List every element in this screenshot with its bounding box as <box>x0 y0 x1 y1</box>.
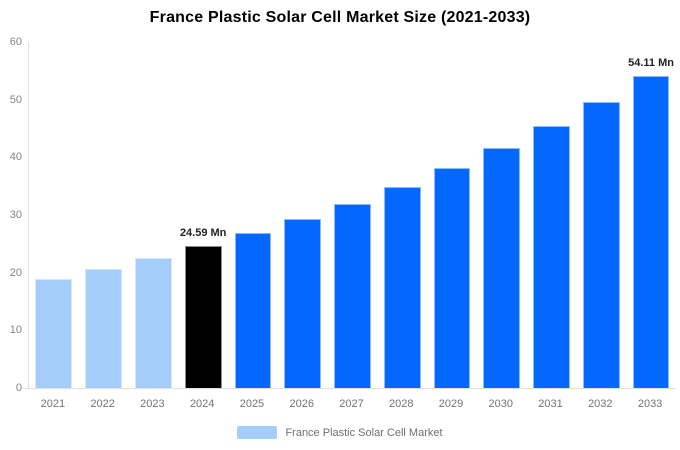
bar-band-2027 <box>328 42 378 388</box>
bar-band-2024: 24.59 Mn <box>178 42 228 388</box>
x-label-2023: 2023 <box>140 398 165 410</box>
bar-2023[interactable] <box>135 258 172 388</box>
x-label-2029: 2029 <box>438 398 464 410</box>
bar-value-label-2033: 54.11 Mn <box>628 56 674 69</box>
y-tick-label-40: 40 <box>9 151 22 164</box>
legend[interactable]: France Plastic Solar Cell Market <box>0 426 680 439</box>
bar-band-2021 <box>29 42 79 388</box>
bar-value-label-2024: 24.59 Mn <box>179 227 227 240</box>
bar-2022[interactable] <box>85 269 123 388</box>
bar-band-2033: 54.11 Mn <box>626 42 676 388</box>
bar-2031[interactable] <box>533 126 570 388</box>
bar-2030[interactable] <box>483 148 521 388</box>
bar-band-2026 <box>278 42 328 388</box>
bar-band-2023 <box>129 42 179 388</box>
bar-2025[interactable] <box>234 233 272 388</box>
bar-band-2031 <box>527 42 577 388</box>
x-label-2027: 2027 <box>339 398 364 410</box>
plot-area: 24.59 Mn 54.11 Mn <box>22 42 676 389</box>
bar-series: 24.59 Mn 54.11 Mn <box>29 42 676 388</box>
y-tick-label-50: 50 <box>9 93 22 106</box>
legend-label: France Plastic Solar Cell Market <box>285 426 443 439</box>
x-label-2024: 2024 <box>189 398 215 410</box>
legend-swatch <box>237 426 278 439</box>
bar-2032[interactable] <box>582 102 620 388</box>
x-label-2033: 2033 <box>637 398 663 410</box>
x-label-2030: 2030 <box>488 398 514 410</box>
bar-band-2029 <box>427 42 477 388</box>
x-label-2031: 2031 <box>538 398 563 410</box>
x-axis-category-labels: 2021 2022 2023 2024 2025 2026 2027 2028 2029 2030… <box>28 397 675 411</box>
bar-2033[interactable] <box>632 75 670 388</box>
bar-2021[interactable] <box>35 279 73 388</box>
bar-band-2030 <box>477 42 527 388</box>
bar-band-2025 <box>228 42 278 388</box>
x-label-2025: 2025 <box>239 398 265 410</box>
x-label-2021: 2021 <box>40 398 66 410</box>
x-label-2032: 2032 <box>588 398 613 410</box>
y-tick-label-20: 20 <box>9 266 22 279</box>
y-tick-label-0: 0 <box>15 382 22 394</box>
bar-2028[interactable] <box>383 186 421 388</box>
bar-2026[interactable] <box>284 219 322 388</box>
bar-band-2022 <box>79 42 129 388</box>
bar-2024[interactable] <box>184 246 222 388</box>
x-label-2022: 2022 <box>90 398 115 410</box>
y-tick-label-10: 10 <box>9 324 22 337</box>
chart-title: France Plastic Solar Cell Market Size (2… <box>149 9 531 26</box>
x-label-2026: 2026 <box>289 398 314 410</box>
y-tick-label-60: 60 <box>9 36 22 48</box>
bar-2029[interactable] <box>433 168 471 388</box>
x-label-2028: 2028 <box>389 398 414 410</box>
bar-2027[interactable] <box>334 203 371 388</box>
bar-band-2028 <box>377 42 427 388</box>
bar-band-2032 <box>576 42 626 388</box>
y-tick-label-30: 30 <box>9 209 22 221</box>
